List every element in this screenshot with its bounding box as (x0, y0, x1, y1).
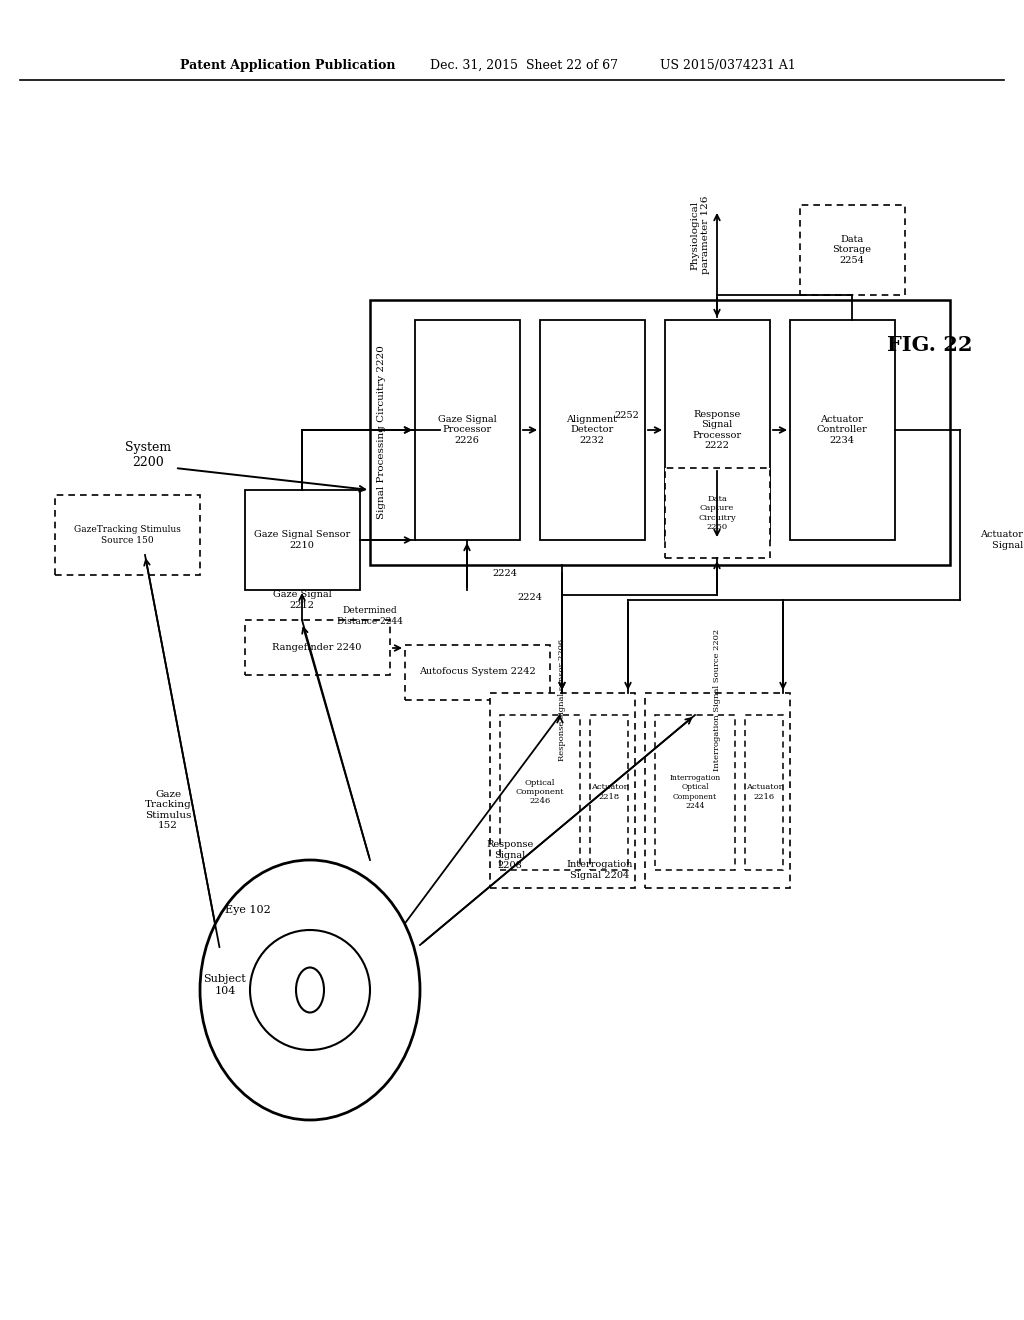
Bar (370, 300, 950, 565)
Ellipse shape (200, 861, 420, 1119)
Bar (500, 715, 580, 870)
Text: Actuator
2218: Actuator 2218 (591, 783, 628, 801)
Text: US 2015/0374231 A1: US 2015/0374231 A1 (660, 58, 796, 71)
Bar (665, 319, 770, 540)
Bar (590, 715, 628, 870)
Text: Alignment
Detector
2232: Alignment Detector 2232 (566, 414, 617, 445)
Text: 2224: 2224 (493, 569, 517, 578)
Text: Data
Storage
2254: Data Storage 2254 (833, 235, 871, 265)
Text: FIG. 22: FIG. 22 (887, 335, 973, 355)
Bar (55, 495, 200, 576)
Text: Patent Application Publication: Patent Application Publication (180, 58, 395, 71)
Text: Actuator Control
Signal 2236: Actuator Control Signal 2236 (980, 531, 1024, 549)
Text: Gaze Signal Sensor
2210: Gaze Signal Sensor 2210 (254, 531, 350, 549)
Text: Response
Signal
Processor
2222: Response Signal Processor 2222 (692, 411, 741, 450)
Text: 2252: 2252 (614, 411, 639, 420)
Text: Actuator
2216: Actuator 2216 (745, 783, 782, 801)
Bar (490, 693, 635, 888)
Text: Response
Signal
2208: Response Signal 2208 (486, 840, 534, 870)
Text: 2224: 2224 (517, 593, 543, 602)
Text: Gaze Signal
Processor
2226: Gaze Signal Processor 2226 (437, 414, 497, 445)
Bar (245, 490, 360, 590)
Bar (245, 620, 390, 675)
Text: Subject
104: Subject 104 (204, 974, 247, 995)
Bar (800, 205, 905, 294)
Bar (415, 319, 520, 540)
Text: Data
Capture
Circuitry
2250: Data Capture Circuitry 2250 (698, 495, 736, 531)
Text: Dec. 31, 2015  Sheet 22 of 67: Dec. 31, 2015 Sheet 22 of 67 (430, 58, 618, 71)
Text: Rangefinder 2240: Rangefinder 2240 (272, 643, 361, 652)
Text: System
2200: System 2200 (125, 441, 171, 469)
Text: Physiological
parameter 126: Physiological parameter 126 (690, 195, 710, 275)
Text: Interrogation
Optical
Component
2244: Interrogation Optical Component 2244 (670, 775, 721, 809)
Text: GazeTracking Stimulus
Source 150: GazeTracking Stimulus Source 150 (74, 525, 180, 545)
Text: Optical
Component
2246: Optical Component 2246 (516, 779, 564, 805)
Bar (665, 469, 770, 558)
Text: Eye 102: Eye 102 (225, 906, 271, 915)
Bar (645, 693, 790, 888)
Text: Interrogation Signal Source 2202: Interrogation Signal Source 2202 (713, 628, 721, 771)
Text: Signal Processing Circuitry 2220: Signal Processing Circuitry 2220 (378, 345, 386, 519)
Bar (540, 319, 645, 540)
Bar (745, 715, 783, 870)
Text: Actuator
Controller
2234: Actuator Controller 2234 (816, 414, 867, 445)
Text: Determined
Distance 2244: Determined Distance 2244 (337, 606, 402, 626)
Bar (406, 645, 550, 700)
Text: Interrogation
Signal 2204: Interrogation Signal 2204 (567, 861, 633, 879)
Text: Response signal sensor 2206: Response signal sensor 2206 (558, 639, 566, 762)
Bar (790, 319, 895, 540)
Text: Gaze
Tracking
Stimulus
152: Gaze Tracking Stimulus 152 (144, 789, 191, 830)
Bar (655, 715, 735, 870)
Text: Autofocus System 2242: Autofocus System 2242 (419, 668, 536, 676)
Text: Gaze Signal
2212: Gaze Signal 2212 (272, 590, 332, 610)
